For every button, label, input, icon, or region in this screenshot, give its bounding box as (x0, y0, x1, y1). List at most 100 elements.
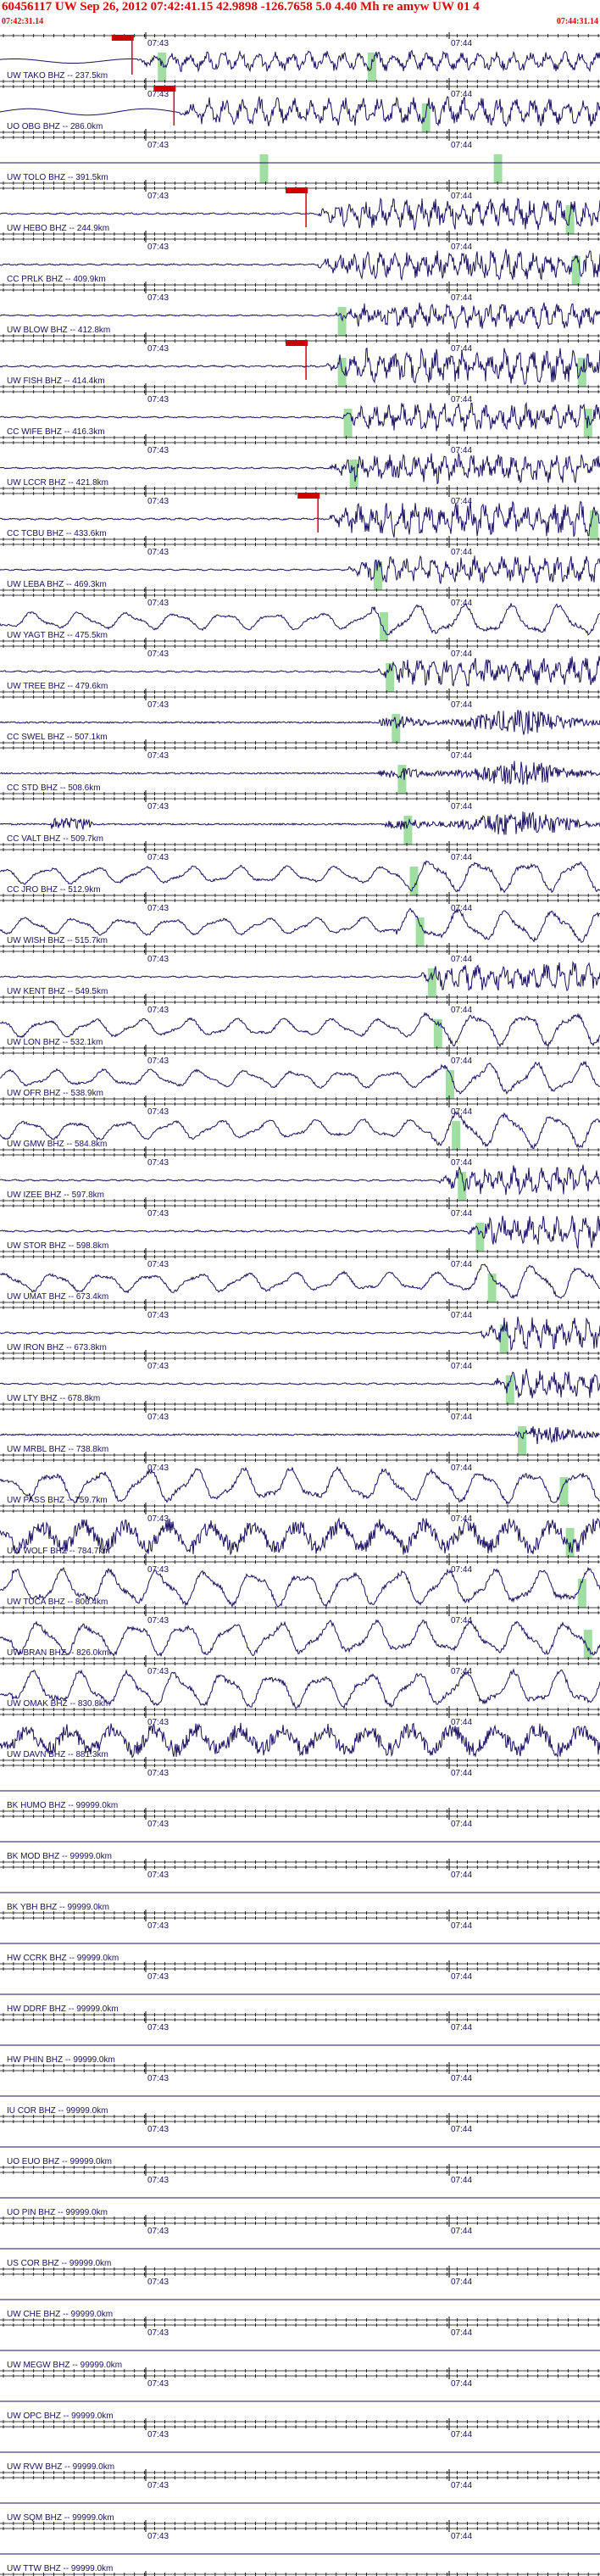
phase-marker (427, 968, 436, 997)
axis-ticks (3, 1911, 599, 1915)
trace-row: 07:43 07:44 CC TCBU BHZ -- 433.6km (0, 490, 600, 543)
axis-ticks (3, 945, 599, 948)
tick-label: 07:44 (451, 1667, 472, 1676)
waveform (0, 500, 600, 538)
waveform (0, 302, 600, 330)
trace-row: 07:43 07:44 UW BRAN BHZ -- 826.0km (0, 1609, 600, 1662)
axis-ticks (3, 1809, 599, 1813)
station-label: CC STD BHZ -- 508.6km (7, 783, 101, 793)
tick-label: 07:44 (451, 1718, 472, 1727)
tick-label: 07:44 (451, 141, 472, 150)
station-label: UW PASS BHZ -- 759.7km (7, 1496, 108, 1505)
station-label: UW OMAK BHZ -- 830.8km (7, 1699, 110, 1709)
trace-row: 07:43 07:44 UW PASS BHZ -- 759.7km (0, 1457, 600, 1509)
station-label: UW MRBL BHZ -- 738.8km (7, 1445, 108, 1454)
tick-label: 07:44 (451, 1871, 472, 1880)
phase-marker (577, 1579, 586, 1608)
axis-ticks (3, 2522, 599, 2525)
station-label: UW DAVN BHZ -- 881.3km (7, 1750, 108, 1759)
station-label: CC WIFE BHZ -- 416.3km (7, 427, 105, 437)
axis-ticks (3, 588, 599, 592)
tick-label: 07:43 (147, 1667, 169, 1676)
axis-ticks (3, 34, 599, 37)
phase-marker (577, 358, 586, 387)
axis-ticks (3, 1560, 599, 1564)
station-label: CC JRO BHZ -- 512.9km (7, 885, 101, 895)
pick-flag (286, 340, 308, 346)
tick-label: 07:43 (147, 1158, 169, 1168)
station-label: HW CCRK BHZ -- 99999.0km (7, 1954, 119, 1963)
tick-label: 07:43 (147, 700, 169, 710)
trace-row: 07:43 07:44 UW HEBO BHZ -- 244.9km (0, 185, 600, 237)
waveform (0, 1164, 600, 1196)
tick-label: 07:44 (451, 243, 472, 252)
waveform (0, 347, 600, 385)
tick-label: 07:43 (147, 548, 169, 557)
tick-label: 07:43 (147, 853, 169, 862)
station-label: UW BLOW BHZ -- 412.8km (7, 326, 110, 335)
trace-row: 07:43 07:44 UW LEBA BHZ -- 469.3km (0, 541, 600, 594)
window-end-time: 07:44:31.14 (556, 17, 598, 26)
axis-ticks (3, 843, 599, 846)
tick-label: 07:44 (451, 2278, 472, 2287)
waveform (0, 1722, 600, 1759)
trace-row: 07:43 07:44 UW GMW BHZ -- 584.8km (0, 1101, 600, 1153)
waveform (0, 49, 600, 73)
phase-marker (421, 103, 431, 132)
axis-ticks (3, 1713, 599, 1716)
waveform (0, 655, 600, 687)
axis-ticks (3, 1001, 599, 1004)
tick-label: 07:43 (147, 904, 169, 913)
waveform (0, 1215, 600, 1251)
tick-label: 07:43 (147, 751, 169, 761)
axis-ticks (3, 741, 599, 744)
axis-ticks (3, 1458, 599, 1462)
axis-ticks (3, 538, 599, 541)
waveform (0, 1465, 600, 1505)
waveform (0, 1619, 600, 1658)
tick-label: 07:44 (451, 751, 472, 761)
trace-row: 07:43 07:44 UW STOR BHZ -- 598.8km (0, 1202, 600, 1255)
tick-label: 07:43 (147, 293, 169, 303)
axis-ticks (3, 1255, 599, 1258)
axis-ticks (3, 1402, 599, 1406)
station-label: UW WOLF BHZ -- 784.7km (7, 1547, 110, 1556)
trace-row: 07:43 07:44 UW UMAT BHZ -- 673.4km (0, 1253, 600, 1306)
axis-ticks (3, 441, 599, 444)
station-label: UW OFR BHZ -- 538.9km (7, 1089, 103, 1098)
trace-row: 07:43 07:44 UW TREE BHZ -- 479.6km (0, 643, 600, 695)
tick-label: 07:43 (147, 1260, 169, 1269)
tick-label: 07:44 (451, 1972, 472, 1982)
axis-ticks (3, 2420, 599, 2423)
tick-label: 07:44 (451, 1260, 472, 1269)
axis-ticks (3, 187, 599, 190)
station-label: UW GMW BHZ -- 584.8km (7, 1140, 107, 1149)
station-label: UO EUO BHZ -- 99999.0km (7, 2157, 112, 2166)
axis-ticks (3, 1301, 599, 1304)
tick-label: 07:43 (147, 1921, 169, 1931)
tick-label: 07:43 (147, 1057, 169, 1066)
axis-ticks (3, 1509, 599, 1513)
trace-row: 07:43 07:44 UW IZEE BHZ -- 597.8km (0, 1151, 600, 1204)
tick-label: 07:43 (147, 39, 169, 48)
tick-label: 07:43 (147, 446, 169, 455)
station-label: CC TCBU BHZ -- 433.6km (7, 529, 107, 538)
phase-marker (589, 510, 598, 539)
axis-ticks (3, 543, 599, 546)
phase-marker (380, 612, 389, 641)
waveform (0, 1060, 600, 1096)
axis-ticks (3, 1759, 599, 1762)
axis-ticks (3, 1962, 599, 1965)
station-label: UW SQM BHZ -- 99999.0km (7, 2513, 114, 2523)
station-label: CC PRLK BHZ -- 409.9km (7, 275, 106, 284)
tick-label: 07:44 (451, 1921, 472, 1931)
axis-ticks (3, 2120, 599, 2123)
axis-ticks (3, 1611, 599, 1614)
tick-label: 07:44 (451, 1616, 472, 1625)
axis-ticks (3, 2115, 599, 2118)
tick-label: 07:43 (147, 2023, 169, 2032)
axis-ticks (3, 1204, 599, 1207)
axis-ticks (3, 1504, 599, 1508)
trace-row: 07:43 07:44 US COR BHZ -- 99999.0km (0, 2220, 600, 2272)
station-label: UW STOR BHZ -- 598.8km (7, 1241, 108, 1251)
